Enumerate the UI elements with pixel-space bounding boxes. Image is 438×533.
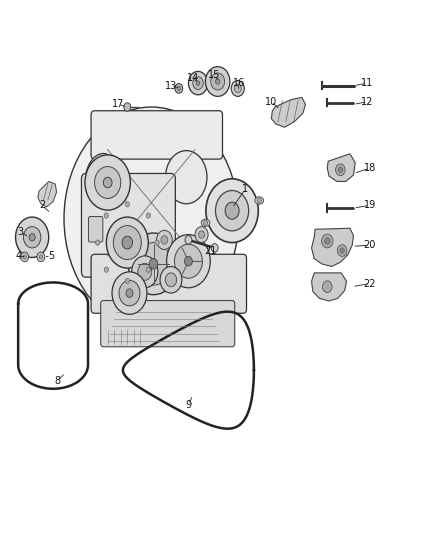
Circle shape: [146, 213, 151, 218]
Circle shape: [156, 230, 172, 249]
Circle shape: [198, 231, 205, 238]
Circle shape: [15, 217, 49, 257]
Ellipse shape: [201, 219, 210, 227]
Circle shape: [338, 167, 343, 172]
Text: 14: 14: [187, 73, 199, 83]
Circle shape: [215, 190, 249, 231]
Circle shape: [177, 86, 180, 91]
Circle shape: [193, 77, 203, 90]
Circle shape: [103, 177, 112, 188]
Circle shape: [174, 244, 202, 278]
Text: 18: 18: [364, 163, 376, 173]
Circle shape: [23, 227, 41, 248]
Text: 11: 11: [361, 78, 374, 88]
Circle shape: [149, 259, 158, 269]
Circle shape: [175, 84, 183, 93]
FancyBboxPatch shape: [101, 301, 235, 347]
Text: 2: 2: [39, 200, 45, 211]
Circle shape: [225, 202, 239, 219]
Circle shape: [231, 80, 244, 96]
Circle shape: [95, 166, 121, 198]
Circle shape: [124, 103, 131, 111]
Text: 8: 8: [54, 376, 60, 386]
FancyBboxPatch shape: [91, 254, 247, 313]
Circle shape: [165, 273, 177, 287]
Circle shape: [211, 244, 218, 252]
FancyBboxPatch shape: [88, 216, 103, 242]
Circle shape: [206, 179, 258, 243]
Ellipse shape: [64, 107, 239, 330]
FancyBboxPatch shape: [81, 173, 175, 277]
Circle shape: [205, 67, 230, 96]
Polygon shape: [327, 154, 355, 181]
Circle shape: [160, 266, 182, 293]
Circle shape: [85, 155, 131, 210]
Text: 17: 17: [113, 99, 125, 109]
Circle shape: [113, 225, 141, 260]
FancyBboxPatch shape: [91, 111, 223, 159]
Circle shape: [337, 245, 347, 256]
Circle shape: [166, 235, 210, 288]
Text: 3: 3: [17, 227, 23, 237]
Polygon shape: [311, 273, 346, 301]
Circle shape: [215, 79, 220, 84]
Circle shape: [155, 240, 159, 245]
Circle shape: [340, 248, 344, 253]
Text: 1: 1: [242, 184, 248, 195]
Circle shape: [234, 84, 241, 93]
Text: 16: 16: [233, 78, 245, 88]
Text: 22: 22: [364, 279, 376, 288]
Circle shape: [322, 281, 332, 293]
Circle shape: [184, 256, 192, 266]
Circle shape: [161, 236, 168, 244]
Circle shape: [119, 280, 140, 306]
Circle shape: [146, 267, 151, 272]
Ellipse shape: [255, 197, 264, 204]
Text: 4: 4: [15, 251, 21, 261]
Ellipse shape: [166, 151, 207, 204]
Circle shape: [21, 252, 28, 262]
Circle shape: [95, 240, 100, 245]
Circle shape: [188, 71, 208, 95]
Circle shape: [203, 220, 208, 225]
Circle shape: [112, 272, 147, 314]
Text: 9: 9: [185, 400, 191, 410]
Text: 10: 10: [265, 96, 278, 107]
Circle shape: [211, 73, 225, 90]
Circle shape: [39, 255, 42, 259]
Text: 5: 5: [48, 251, 54, 261]
Polygon shape: [38, 181, 57, 207]
Circle shape: [104, 213, 109, 218]
Ellipse shape: [85, 154, 122, 215]
Circle shape: [321, 234, 333, 248]
Circle shape: [106, 217, 148, 268]
Text: 15: 15: [208, 70, 221, 80]
Circle shape: [125, 201, 130, 207]
Text: 19: 19: [364, 200, 376, 211]
Polygon shape: [272, 98, 305, 127]
Circle shape: [37, 252, 45, 262]
Circle shape: [125, 278, 130, 284]
Circle shape: [138, 263, 152, 280]
Circle shape: [132, 256, 158, 288]
Circle shape: [257, 198, 261, 203]
Text: 21: 21: [204, 246, 216, 255]
Circle shape: [29, 233, 35, 241]
Circle shape: [325, 238, 330, 244]
Circle shape: [126, 289, 133, 297]
Circle shape: [185, 236, 192, 244]
Circle shape: [336, 164, 345, 175]
Circle shape: [195, 227, 208, 243]
Circle shape: [128, 233, 179, 295]
Circle shape: [196, 81, 200, 85]
Text: 20: 20: [364, 240, 376, 250]
Text: 13: 13: [165, 81, 177, 91]
Circle shape: [122, 236, 133, 249]
Text: 12: 12: [361, 96, 374, 107]
Circle shape: [136, 243, 171, 285]
Circle shape: [23, 255, 26, 259]
Polygon shape: [311, 228, 353, 266]
Circle shape: [104, 267, 109, 272]
